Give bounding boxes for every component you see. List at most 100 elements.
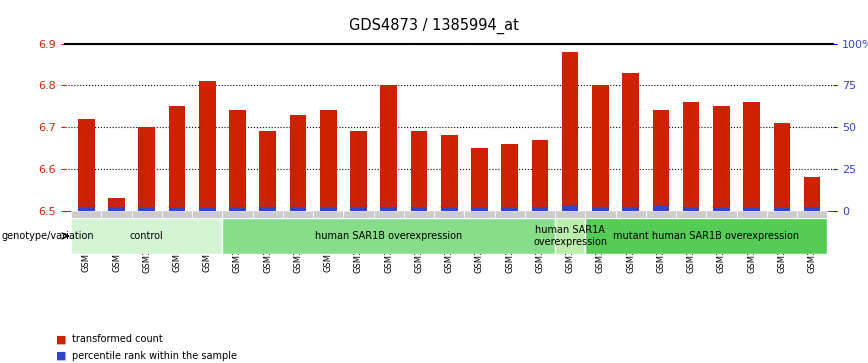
Text: GSM1279597: GSM1279597 [263,216,273,273]
Text: mutant human SAR1B overexpression: mutant human SAR1B overexpression [613,231,799,241]
Bar [683,102,700,211]
Bar [222,211,253,250]
Text: GSM1279611: GSM1279611 [807,216,817,273]
Bar [253,211,283,250]
Bar [229,207,246,211]
Bar [585,218,827,254]
Text: GSM1279608: GSM1279608 [717,216,726,273]
Text: GSM1279614: GSM1279614 [536,216,544,273]
Text: GSM1279605: GSM1279605 [626,216,635,273]
Bar [562,207,578,211]
Text: GSM1279606: GSM1279606 [656,216,666,273]
Bar [260,207,276,211]
Bar [320,207,337,211]
Bar [290,114,306,211]
Bar [592,85,608,211]
Text: GSM1279594: GSM1279594 [173,216,181,272]
Bar [525,211,555,250]
Bar [441,135,457,211]
Bar [161,211,192,250]
Text: ■: ■ [56,334,67,344]
Bar [622,73,639,211]
Text: GSM1279607: GSM1279607 [687,216,695,273]
Text: GSM1279598: GSM1279598 [293,216,302,273]
Bar [290,207,306,211]
Bar [773,207,790,211]
Bar [102,211,132,250]
Bar [766,211,797,250]
Bar [441,207,457,211]
Bar [199,81,215,211]
Text: control: control [130,231,164,241]
Text: GSM1279613: GSM1279613 [505,216,514,273]
Bar [585,211,615,250]
Text: GSM1279615: GSM1279615 [566,216,575,273]
Text: GSM1279599: GSM1279599 [324,216,332,272]
Text: GSM1279596: GSM1279596 [233,216,242,273]
Text: transformed count: transformed count [72,334,163,344]
Text: GDS4873 / 1385994_at: GDS4873 / 1385994_at [349,17,519,33]
Bar [138,127,155,211]
Bar [622,207,639,211]
Text: human SAR1A
overexpression: human SAR1A overexpression [533,225,608,247]
Text: human SAR1B overexpression: human SAR1B overexpression [315,231,463,241]
Bar [78,119,95,211]
Text: GSM1279593: GSM1279593 [142,216,151,273]
Bar [502,207,518,211]
Bar [713,207,730,211]
Bar [108,198,125,211]
Bar [192,211,222,250]
Bar [71,218,222,254]
Bar [471,148,488,211]
Bar [562,52,578,211]
Bar [199,207,215,211]
Text: ■: ■ [56,351,67,361]
Bar [71,211,102,250]
Bar [646,211,676,250]
Bar [531,207,549,211]
Bar [653,110,669,211]
Bar [471,207,488,211]
Bar [411,207,427,211]
Bar [380,207,397,211]
Text: genotype/variation: genotype/variation [2,231,95,241]
Text: percentile rank within the sample: percentile rank within the sample [72,351,237,361]
Bar [555,211,585,250]
Bar [743,102,760,211]
Text: GSM1279604: GSM1279604 [596,216,605,273]
Text: GSM1279609: GSM1279609 [747,216,756,273]
Bar [108,207,125,211]
Bar [797,211,827,250]
Text: GSM1279610: GSM1279610 [778,216,786,273]
Bar [404,211,434,250]
Bar [707,211,737,250]
Text: GSM1279600: GSM1279600 [354,216,363,273]
Text: GSM1279602: GSM1279602 [414,216,424,273]
Text: GSM1279601: GSM1279601 [385,216,393,273]
Bar [132,211,161,250]
Bar [773,123,790,211]
Bar [464,211,495,250]
Bar [743,207,760,211]
Bar [168,207,185,211]
Bar [683,207,700,211]
Bar [434,211,464,250]
Bar [555,218,585,254]
Bar [138,207,155,211]
Bar [411,131,427,211]
Bar [320,110,337,211]
Bar [373,211,404,250]
Text: GSM1279603: GSM1279603 [444,216,454,273]
Bar [713,106,730,211]
Bar [168,106,185,211]
Bar [615,211,646,250]
Text: GSM1279591: GSM1279591 [82,216,91,272]
Bar [350,207,367,211]
Bar [804,177,820,211]
Bar [313,211,344,250]
Bar [592,207,608,211]
Bar [653,207,669,211]
Bar [344,211,373,250]
Bar [531,140,549,211]
Bar [676,211,707,250]
